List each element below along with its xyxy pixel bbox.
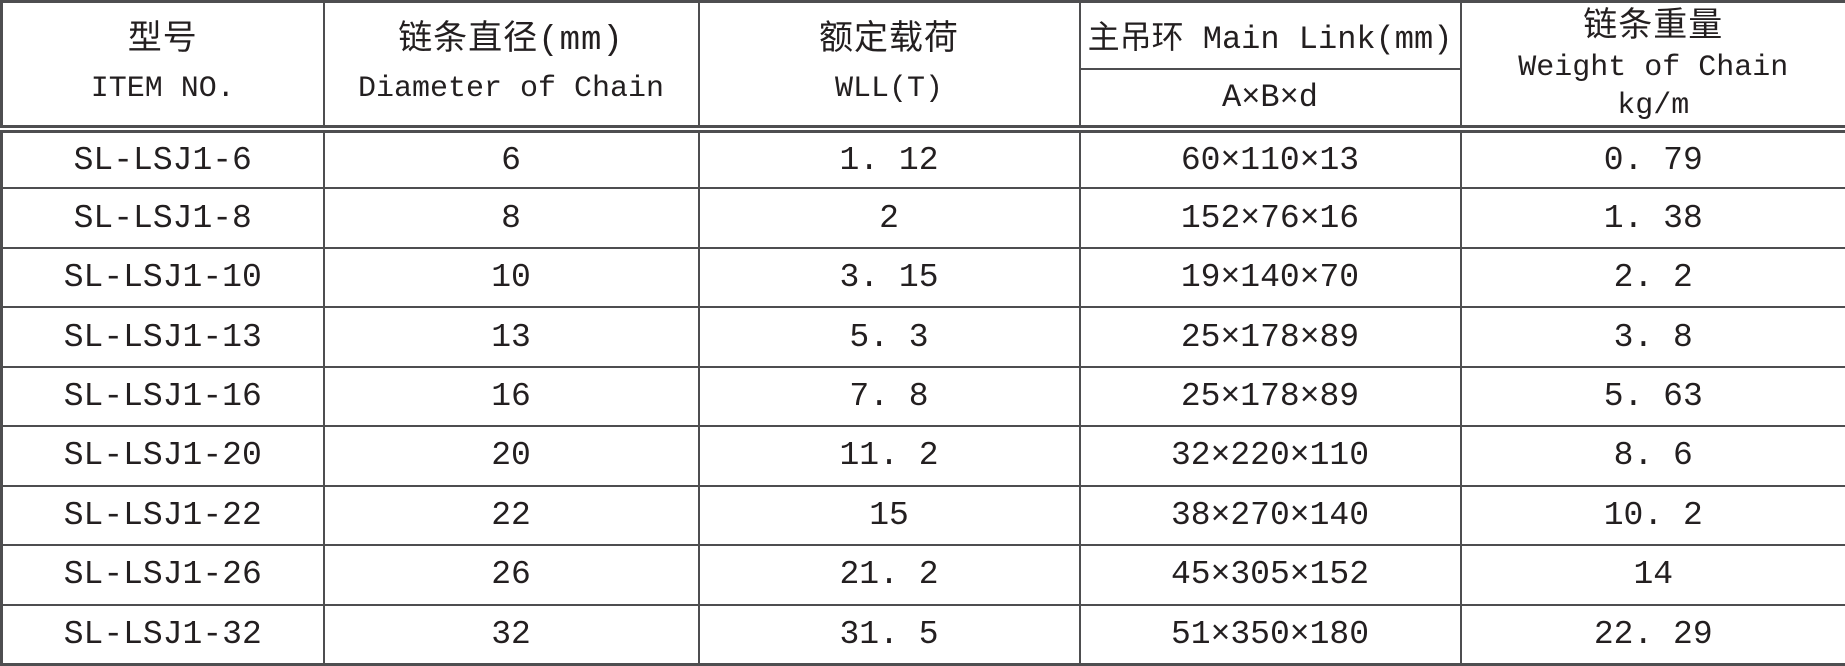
cell-weight: 22. 29: [1461, 605, 1845, 665]
cell-main-link: 38×270×140: [1080, 486, 1461, 545]
table-row: SL-LSJ1-6 6 1. 12 60×110×13 0. 79: [2, 129, 1845, 188]
cell-weight: 10. 2: [1461, 486, 1845, 545]
header-weight-en: Weight of Chain: [1462, 49, 1845, 87]
cell-item-no: SL-LSJ1-16: [2, 367, 324, 426]
cell-weight: 8. 6: [1461, 426, 1845, 485]
cell-weight: 5. 63: [1461, 367, 1845, 426]
cell-diameter: 10: [324, 248, 699, 307]
cell-diameter: 13: [324, 307, 699, 366]
cell-wll: 1. 12: [699, 129, 1080, 188]
cell-weight: 2. 2: [1461, 248, 1845, 307]
table-row: SL-LSJ1-10 10 3. 15 19×140×70 2. 2: [2, 248, 1845, 307]
table-row: SL-LSJ1-20 20 11. 2 32×220×110 8. 6: [2, 426, 1845, 485]
cell-diameter: 26: [324, 545, 699, 604]
cell-main-link: 60×110×13: [1080, 129, 1461, 188]
header-item-no: 型号 ITEM NO.: [2, 2, 324, 130]
cell-weight: 3. 8: [1461, 307, 1845, 366]
header-main-link-sub: A×B×d: [1080, 69, 1461, 129]
cell-diameter: 16: [324, 367, 699, 426]
cell-item-no: SL-LSJ1-6: [2, 129, 324, 188]
table-row: SL-LSJ1-8 8 2 152×76×16 1. 38: [2, 188, 1845, 247]
cell-wll: 15: [699, 486, 1080, 545]
header-diameter-zh: 链条直径(mm): [325, 16, 698, 66]
cell-main-link: 45×305×152: [1080, 545, 1461, 604]
cell-wll: 31. 5: [699, 605, 1080, 665]
table-row: SL-LSJ1-13 13 5. 3 25×178×89 3. 8: [2, 307, 1845, 366]
table-row: SL-LSJ1-26 26 21. 2 45×305×152 14: [2, 545, 1845, 604]
cell-item-no: SL-LSJ1-20: [2, 426, 324, 485]
cell-weight: 14: [1461, 545, 1845, 604]
cell-item-no: SL-LSJ1-22: [2, 486, 324, 545]
cell-item-no: SL-LSJ1-8: [2, 188, 324, 247]
table-row: SL-LSJ1-22 22 15 38×270×140 10. 2: [2, 486, 1845, 545]
cell-wll: 11. 2: [699, 426, 1080, 485]
header-diameter-en: Diameter of Chain: [325, 66, 698, 112]
cell-weight: 1. 38: [1461, 188, 1845, 247]
header-weight-unit: kg/m: [1462, 87, 1845, 125]
cell-diameter: 6: [324, 129, 699, 188]
header-diameter: 链条直径(mm) Diameter of Chain: [324, 2, 699, 130]
header-item-no-zh: 型号: [3, 16, 323, 66]
cell-wll: 21. 2: [699, 545, 1080, 604]
cell-main-link: 51×350×180: [1080, 605, 1461, 665]
cell-main-link: 25×178×89: [1080, 367, 1461, 426]
header-item-no-en: ITEM NO.: [3, 66, 323, 112]
cell-wll: 2: [699, 188, 1080, 247]
table-row: SL-LSJ1-16 16 7. 8 25×178×89 5. 63: [2, 367, 1845, 426]
header-wll-en: WLL(T): [700, 66, 1079, 112]
cell-diameter: 8: [324, 188, 699, 247]
table-header: 型号 ITEM NO. 链条直径(mm) Diameter of Chain 额…: [2, 2, 1845, 130]
header-row-1: 型号 ITEM NO. 链条直径(mm) Diameter of Chain 额…: [2, 2, 1845, 69]
cell-wll: 5. 3: [699, 307, 1080, 366]
cell-diameter: 22: [324, 486, 699, 545]
table-row: SL-LSJ1-32 32 31. 5 51×350×180 22. 29: [2, 605, 1845, 665]
cell-item-no: SL-LSJ1-32: [2, 605, 324, 665]
cell-main-link: 25×178×89: [1080, 307, 1461, 366]
header-wll-zh: 额定载荷: [700, 16, 1079, 66]
cell-wll: 7. 8: [699, 367, 1080, 426]
cell-weight: 0. 79: [1461, 129, 1845, 188]
cell-item-no: SL-LSJ1-26: [2, 545, 324, 604]
cell-item-no: SL-LSJ1-13: [2, 307, 324, 366]
cell-wll: 3. 15: [699, 248, 1080, 307]
header-weight: 链条重量 Weight of Chain kg/m: [1461, 2, 1845, 130]
table-body: SL-LSJ1-6 6 1. 12 60×110×13 0. 79 SL-LSJ…: [2, 129, 1845, 664]
header-weight-zh: 链条重量: [1462, 3, 1845, 49]
cell-item-no: SL-LSJ1-10: [2, 248, 324, 307]
header-wll: 额定载荷 WLL(T): [699, 2, 1080, 130]
cell-main-link: 19×140×70: [1080, 248, 1461, 307]
cell-main-link: 152×76×16: [1080, 188, 1461, 247]
cell-main-link: 32×220×110: [1080, 426, 1461, 485]
cell-diameter: 20: [324, 426, 699, 485]
cell-diameter: 32: [324, 605, 699, 665]
header-main-link: 主吊环 Main Link(mm): [1080, 2, 1461, 69]
